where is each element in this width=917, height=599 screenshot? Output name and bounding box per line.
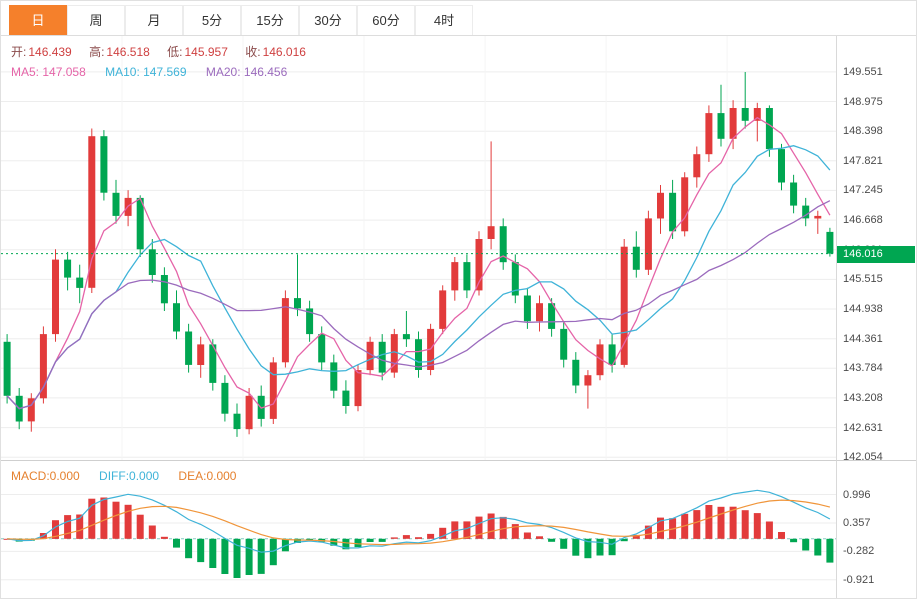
macd-axis-label: -0.282 (843, 545, 875, 558)
price-axis-label: 143.208 (843, 391, 883, 404)
high-value: 146.518 (106, 45, 150, 59)
ma10-readout: MA10: 147.569 (105, 65, 187, 79)
tab-30min[interactable]: 30分 (299, 5, 357, 35)
macd-readout: MACD:0.000 (11, 469, 80, 483)
macd-axis-label: -0.921 (843, 573, 875, 586)
candlestick-svg (1, 36, 836, 460)
current-price-tag: 146.016 (837, 245, 915, 263)
chart-area: 开: 146.439 高: 146.518 低: 145.957 收: 146.016 … (1, 36, 916, 598)
price-axis-label: 146.668 (843, 214, 883, 227)
tab-60min[interactable]: 60分 (357, 5, 415, 35)
macd-plot[interactable]: MACD:0.000 DIFF:0.000 DEA:0.000 (1, 460, 836, 598)
tab-week[interactable]: 周 (67, 5, 125, 35)
macd-axis-label: 0.996 (843, 488, 871, 501)
high-label: 高: (89, 45, 105, 59)
price-axis-label: 149.551 (843, 65, 883, 78)
price-axis-label: 144.361 (843, 332, 883, 345)
price-axis: 149.551 148.975 148.398 147.821 147.245 146.6… (836, 36, 916, 463)
timeframe-tabbar: 日周月 5分 15分 30分 60分 4时 (1, 1, 916, 36)
candlestick-plot[interactable]: 开: 146.439 高: 146.518 低: 145.957 收: 146.016 … (1, 36, 836, 460)
macd-axis-label: 0.357 (843, 516, 871, 529)
price-axis-label: 143.784 (843, 362, 883, 375)
tab-15min[interactable]: 15分 (241, 5, 299, 35)
price-axis-label: 145.515 (843, 273, 883, 286)
price-axis-label: 148.975 (843, 95, 883, 108)
price-axis-label: 147.245 (843, 184, 883, 197)
open-label: 开: (11, 45, 27, 59)
ohlc-info-row: 开: 146.439 高: 146.518 低: 145.957 收: 146.016 (11, 43, 320, 60)
close-label: 收: (245, 45, 261, 59)
diff-readout: DIFF:0.000 (99, 469, 160, 483)
tab-4h[interactable]: 4时 (415, 5, 473, 35)
open-value: 146.439 (28, 45, 72, 59)
ma20-readout: MA20: 146.456 (205, 65, 288, 79)
tab-day[interactable]: 日 (9, 5, 67, 35)
price-axis-label: 142.631 (843, 421, 883, 434)
ma-info-row: MA5: 147.058 MA10: 147.569 MA20: 146.456 (11, 65, 287, 79)
ma5-readout: MA5: 147.058 (11, 65, 86, 79)
price-axis-label: 147.821 (843, 154, 883, 167)
tab-5min[interactable]: 5分 (183, 5, 241, 35)
macd-axis: 0.996 0.357 -0.282 -0.921 (836, 460, 916, 598)
low-value: 145.957 (184, 45, 228, 59)
close-value: 146.016 (262, 45, 306, 59)
price-axis-label: 148.398 (843, 125, 883, 138)
macd-info-row: MACD:0.000 DIFF:0.000 DEA:0.000 (11, 469, 252, 483)
low-label: 低: (167, 45, 183, 59)
tab-month[interactable]: 月 (125, 5, 183, 35)
macd-svg (1, 489, 836, 581)
price-axis-label: 144.938 (843, 303, 883, 315)
dea-readout: DEA:0.000 (178, 469, 237, 483)
